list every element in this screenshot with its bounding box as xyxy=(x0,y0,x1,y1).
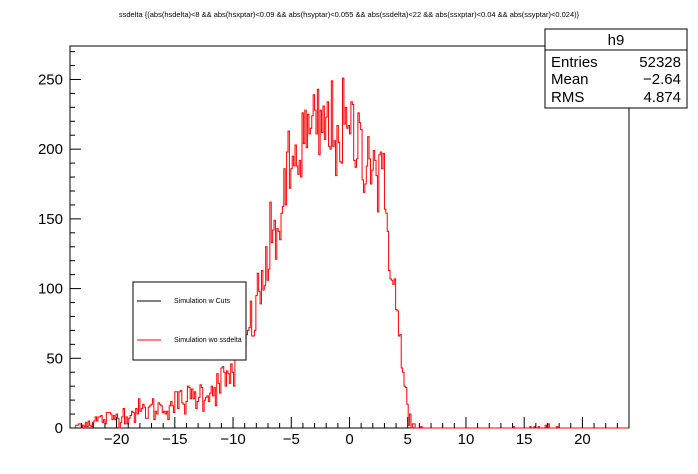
x-tick-label: −5 xyxy=(283,431,300,448)
stats-rms-value: 4.874 xyxy=(643,89,681,106)
legend: Simulation w Cuts Simulation wo ssdelta xyxy=(132,281,247,361)
stats-box-frame xyxy=(544,28,688,109)
y-tick-label: 0 xyxy=(55,420,63,437)
y-tick-label: 150 xyxy=(38,211,63,228)
stats-entries-label: Entries xyxy=(551,54,598,71)
x-tick-label: −15 xyxy=(162,431,187,448)
stats-box: h9 Entries 52328 Mean −2.64 RMS 4.874 xyxy=(544,28,688,109)
data-layer xyxy=(70,77,629,429)
stats-histogram-name: h9 xyxy=(608,32,625,49)
x-tick-label: 15 xyxy=(516,431,533,448)
stats-mean-value: −2.64 xyxy=(643,71,681,88)
x-tick-label: 20 xyxy=(574,431,591,448)
x-tick-label: 5 xyxy=(404,431,412,448)
x-tick-label: −20 xyxy=(104,431,129,448)
stats-mean-label: Mean xyxy=(551,71,589,88)
x-tick-label: 0 xyxy=(345,431,353,448)
histogram-series-simulation-wo-ssdelta xyxy=(70,77,629,429)
chart-title: ssdelta {(abs(hsdelta)<8 && abs(hsxptar)… xyxy=(119,10,580,19)
stats-rms-label: RMS xyxy=(551,89,584,106)
legend-label-simulation-wo-ssdelta: Simulation wo ssdelta xyxy=(174,337,242,344)
y-tick-label: 50 xyxy=(46,350,63,367)
x-tick-label: 10 xyxy=(458,431,475,448)
legend-frame xyxy=(132,281,247,361)
y-tick-label: 250 xyxy=(38,71,63,88)
x-tick-label: −10 xyxy=(220,431,245,448)
stats-entries-value: 52328 xyxy=(639,54,681,71)
y-tick-label: 100 xyxy=(38,281,63,298)
legend-label-simulation-w-cuts: Simulation w Cuts xyxy=(174,298,231,305)
y-tick-label: 200 xyxy=(38,141,63,158)
